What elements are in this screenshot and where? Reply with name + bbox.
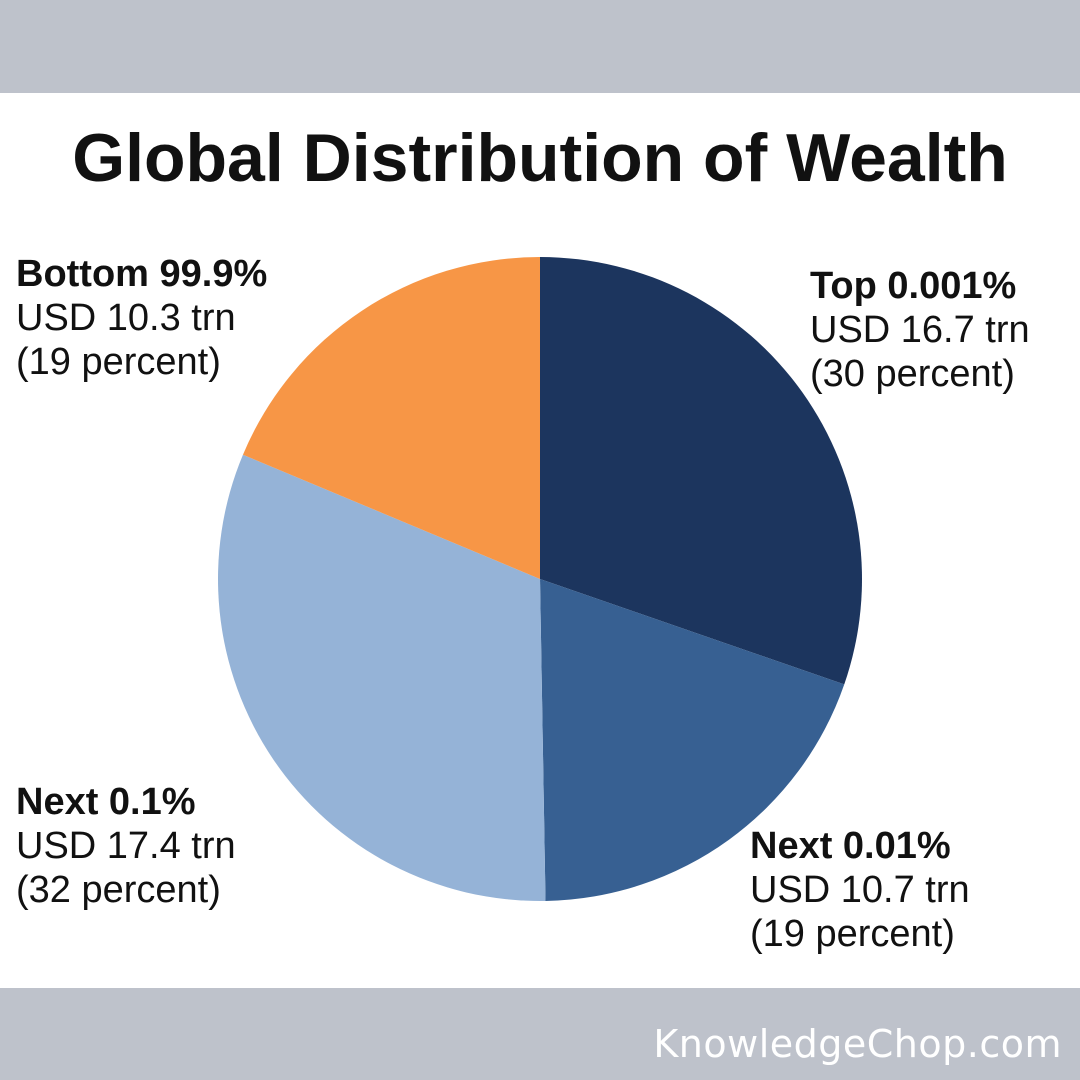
- slice-amount: USD 10.3 trn: [16, 297, 236, 339]
- slice-percent: (32 percent): [16, 869, 221, 911]
- slice-label-top-0-001: Top 0.001% USD 16.7 trn (30 percent): [810, 264, 1030, 396]
- slice-name: Bottom 99.9%: [16, 253, 268, 295]
- slice-name: Next 0.1%: [16, 781, 196, 823]
- slice-percent: (30 percent): [810, 353, 1015, 395]
- watermark: KnowledgeChop.com: [653, 1022, 1062, 1066]
- slice-label-bottom-99-9: Bottom 99.9% USD 10.3 trn (19 percent): [16, 252, 267, 384]
- slice-percent: (19 percent): [16, 341, 221, 383]
- top-band: [0, 0, 1080, 93]
- pie-slice-bottom-99-9: [242, 257, 540, 579]
- pie-slice-next-0-01: [540, 579, 845, 901]
- slice-label-next-0-1: Next 0.1% USD 17.4 trn (32 percent): [16, 780, 236, 912]
- slice-amount: USD 10.7 trn: [750, 869, 970, 911]
- pie-slice-top-0-001: [540, 257, 862, 685]
- slice-name: Top 0.001%: [810, 265, 1017, 307]
- slice-percent: (19 percent): [750, 913, 955, 955]
- slice-amount: USD 17.4 trn: [16, 825, 236, 867]
- slice-label-next-0-01: Next 0.01% USD 10.7 trn (19 percent): [750, 824, 970, 956]
- chart-title: Global Distribution of Wealth: [72, 120, 1008, 196]
- slice-name: Next 0.01%: [750, 825, 951, 867]
- pie-slice-next-0-1: [218, 454, 546, 901]
- slice-amount: USD 16.7 trn: [810, 309, 1030, 351]
- bottom-band: KnowledgeChop.com: [0, 988, 1080, 1080]
